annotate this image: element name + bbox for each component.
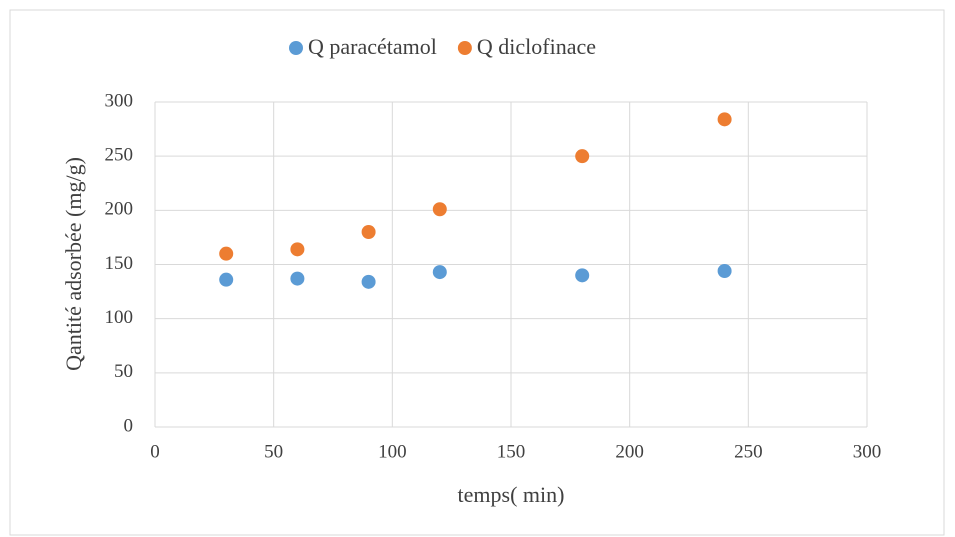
point <box>575 149 590 164</box>
point <box>361 274 376 289</box>
y-tick-label: 250 <box>105 145 134 166</box>
y-tick-label: 0 <box>124 415 134 436</box>
point <box>717 112 732 127</box>
x-tick-label: 150 <box>497 441 526 462</box>
x-tick-label: 300 <box>853 441 882 462</box>
point <box>361 225 376 239</box>
legend-marker <box>289 41 303 55</box>
point <box>575 268 590 283</box>
legend-marker <box>457 41 472 55</box>
x-tick-label: 200 <box>615 441 644 462</box>
x-tick-label: 100 <box>378 441 407 462</box>
point <box>219 246 234 261</box>
y-axis-title: Qantité adsorbée (mg/g) <box>61 157 86 371</box>
point <box>432 202 447 217</box>
point <box>717 264 732 278</box>
point <box>290 271 305 286</box>
y-tick-label: 50 <box>114 361 133 382</box>
point <box>219 272 234 287</box>
x-axis-title: temps( min) <box>458 482 565 507</box>
y-tick-label: 200 <box>105 199 134 220</box>
point <box>432 265 447 280</box>
chart-frame <box>9 9 945 536</box>
legend-label: Q diclofinace <box>477 34 596 59</box>
legend-label: Q paracétamol <box>308 34 437 59</box>
point <box>290 242 305 257</box>
x-tick-label: 250 <box>734 441 763 462</box>
x-tick-label: 50 <box>264 441 283 462</box>
x-tick-label: 0 <box>150 441 160 462</box>
y-tick-label: 150 <box>105 253 134 274</box>
y-tick-label: 100 <box>105 307 134 328</box>
y-tick-label: 300 <box>105 90 134 111</box>
